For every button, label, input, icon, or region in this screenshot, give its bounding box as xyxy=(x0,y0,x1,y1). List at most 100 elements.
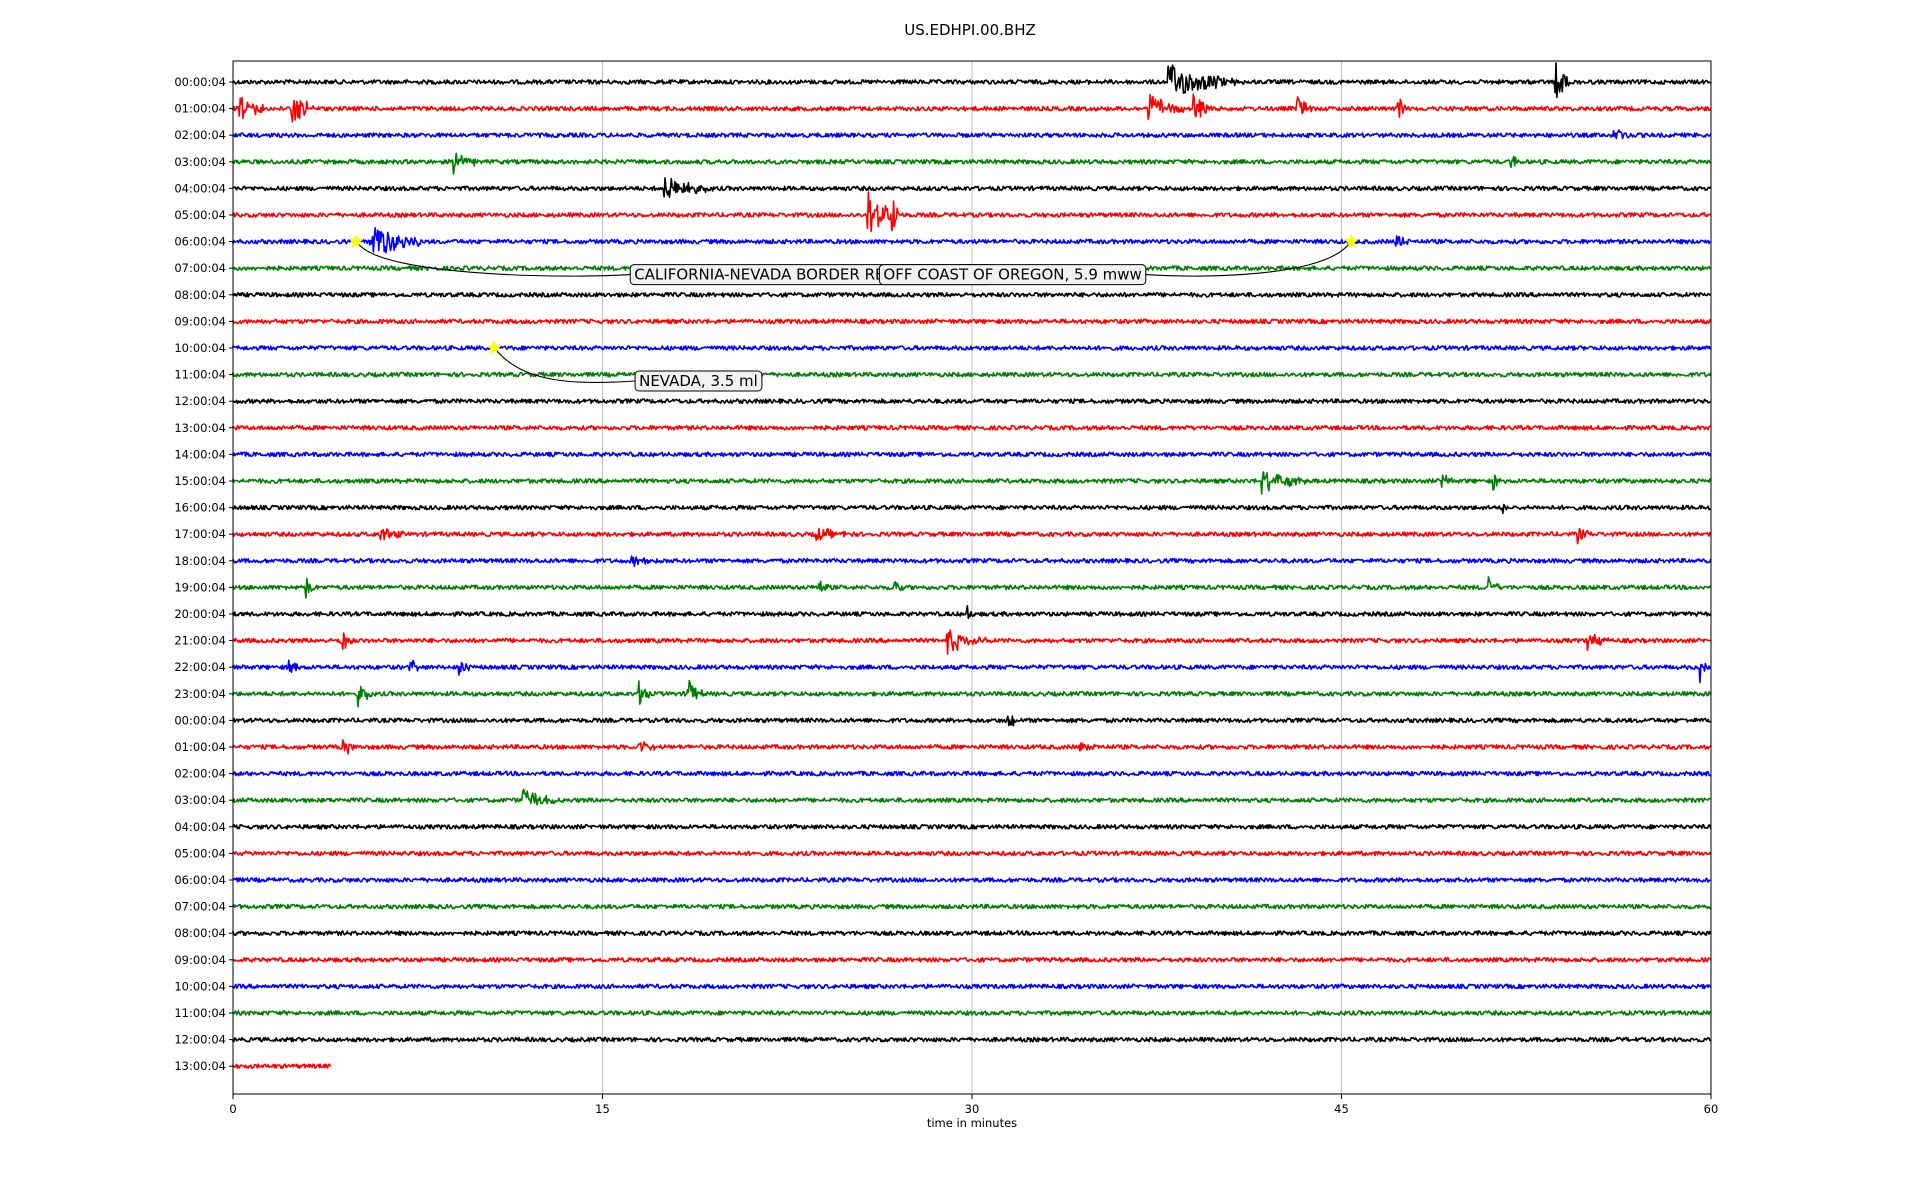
event-star-icon xyxy=(348,233,364,249)
row-time-label: 00:00:04 xyxy=(174,713,226,727)
trace-row-12 xyxy=(232,398,1712,405)
event-connector xyxy=(358,244,631,277)
row-time-label: 21:00:04 xyxy=(174,634,226,648)
trace-row-26 xyxy=(232,770,1712,777)
trace-row-18 xyxy=(232,555,1712,567)
row-time-label: 14:00:04 xyxy=(174,447,226,461)
row-time-label: 04:00:04 xyxy=(174,820,226,834)
row-time-label: 13:00:04 xyxy=(174,421,226,435)
row-time-label: 06:00:04 xyxy=(174,873,226,887)
event-label-box xyxy=(634,370,763,392)
trace-row-1 xyxy=(232,93,1712,123)
event-annotations: CALIFORNIA-NEVADA BORDER REGION, 3.8 mwO… xyxy=(348,233,1359,392)
trace-row-19 xyxy=(232,576,1712,599)
row-time-label: 12:00:04 xyxy=(174,394,226,408)
trace-row-23 xyxy=(232,679,1712,708)
row-time-label: 05:00:04 xyxy=(174,846,226,860)
row-time-label: 23:00:04 xyxy=(174,687,226,701)
event-label: OFF COAST OF OREGON, 5.9 mww xyxy=(883,266,1141,284)
row-time-label: 00:00:04 xyxy=(174,75,226,89)
trace-row-29 xyxy=(232,850,1712,857)
row-time-label: 10:00:04 xyxy=(174,341,226,355)
x-axis: 0 15 30 45 60 xyxy=(229,1094,1718,1116)
trace-row-21 xyxy=(232,629,1711,655)
x-axis-label: time in minutes xyxy=(927,1116,1017,1130)
trace-row-35 xyxy=(232,1010,1712,1016)
trace-row-27 xyxy=(232,788,1711,806)
x-tick-label: 15 xyxy=(595,1102,610,1116)
trace-row-24 xyxy=(232,715,1711,727)
trace-row-13 xyxy=(232,424,1711,431)
row-time-label: 22:00:04 xyxy=(174,660,226,674)
x-gridlines xyxy=(602,61,1342,1094)
trace-row-31 xyxy=(232,903,1712,910)
trace-row-8 xyxy=(232,291,1712,298)
event-label-box xyxy=(878,264,1147,286)
row-time-label: 11:00:04 xyxy=(174,1006,226,1020)
row-time-label: 01:00:04 xyxy=(174,102,226,116)
trace-row-22 xyxy=(232,659,1712,684)
row-time-labels: 00:00:04 01:00:04 02:00:04 03:00:04 04:00:04… xyxy=(174,75,233,1073)
row-time-label: 07:00:04 xyxy=(174,261,226,275)
event-connector xyxy=(1145,244,1349,277)
row-time-label: 02:00:04 xyxy=(174,128,226,142)
row-time-label: 15:00:04 xyxy=(174,474,226,488)
row-time-label: 08:00:04 xyxy=(174,926,226,940)
trace-row-33 xyxy=(232,956,1712,963)
row-time-label: 03:00:04 xyxy=(174,155,226,169)
trace-row-11 xyxy=(232,371,1712,378)
event-connector xyxy=(496,350,636,384)
trace-row-4 xyxy=(232,177,1712,198)
row-time-label: 09:00:04 xyxy=(174,953,226,967)
row-time-label: 13:00:04 xyxy=(174,1059,226,1073)
trace-row-17 xyxy=(232,527,1712,545)
trace-row-28 xyxy=(232,823,1712,830)
row-time-label: 09:00:04 xyxy=(174,314,226,328)
event-annotation-2: NEVADA, 3.5 ml xyxy=(486,340,763,392)
trace-row-32 xyxy=(232,930,1712,937)
row-time-label: 20:00:04 xyxy=(174,607,226,621)
trace-row-14 xyxy=(232,451,1712,458)
row-time-label: 02:00:04 xyxy=(174,767,226,781)
trace-row-34 xyxy=(232,983,1712,990)
x-tick-label: 30 xyxy=(965,1102,980,1116)
row-time-label: 19:00:04 xyxy=(174,580,226,594)
x-tick-label: 45 xyxy=(1334,1102,1349,1116)
row-time-label: 06:00:04 xyxy=(174,235,226,249)
row-time-label: 01:00:04 xyxy=(174,740,226,754)
trace-row-15 xyxy=(232,471,1712,495)
trace-row-16 xyxy=(232,503,1712,515)
x-tick-label: 0 xyxy=(229,1102,236,1116)
row-time-label: 17:00:04 xyxy=(174,527,226,541)
row-time-label: 12:00:04 xyxy=(174,1033,226,1047)
trace-row-20 xyxy=(232,605,1712,620)
trace-row-9 xyxy=(232,318,1712,325)
trace-lines xyxy=(232,62,1712,1070)
row-time-label: 07:00:04 xyxy=(174,900,226,914)
event-label: NEVADA, 3.5 ml xyxy=(639,372,758,390)
row-time-label: 16:00:04 xyxy=(174,501,226,515)
trace-row-10 xyxy=(232,345,1712,351)
trace-row-3 xyxy=(232,152,1712,175)
row-time-label: 08:00:04 xyxy=(174,288,226,302)
row-time-label: 04:00:04 xyxy=(174,181,226,195)
trace-row-2 xyxy=(232,129,1712,140)
row-time-label: 10:00:04 xyxy=(174,979,226,993)
trace-row-5 xyxy=(232,191,1712,233)
event-star-icon xyxy=(486,340,502,355)
row-time-label: 18:00:04 xyxy=(174,554,226,568)
row-time-label: 05:00:04 xyxy=(174,208,226,222)
chart-title: US.EDHPI.00.BHZ xyxy=(904,21,1036,39)
trace-row-0 xyxy=(232,62,1712,99)
trace-row-25 xyxy=(232,739,1712,755)
x-tick-label: 60 xyxy=(1704,1102,1719,1116)
row-time-label: 11:00:04 xyxy=(174,368,226,382)
trace-row-6 xyxy=(232,227,1711,254)
row-time-label: 03:00:04 xyxy=(174,793,226,807)
trace-row-37 xyxy=(232,1063,332,1070)
event-star-icon xyxy=(1343,233,1359,249)
trace-row-30 xyxy=(232,877,1712,883)
event-annotation-1: OFF COAST OF OREGON, 5.9 mww xyxy=(878,233,1359,286)
trace-row-36 xyxy=(232,1036,1712,1043)
